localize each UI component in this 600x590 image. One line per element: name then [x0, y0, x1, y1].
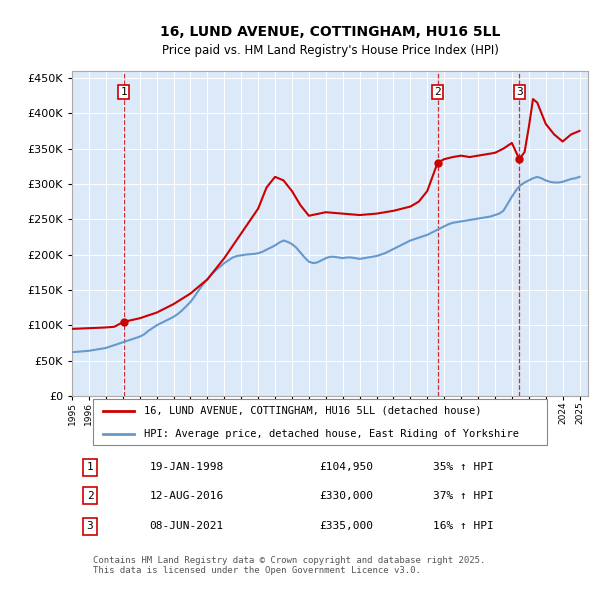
Text: 12-AUG-2016: 12-AUG-2016 — [149, 491, 224, 501]
Text: 19-JAN-1998: 19-JAN-1998 — [149, 462, 224, 472]
Text: 2: 2 — [434, 87, 441, 97]
Text: 08-JUN-2021: 08-JUN-2021 — [149, 522, 224, 532]
Text: 37% ↑ HPI: 37% ↑ HPI — [433, 491, 494, 501]
Text: HPI: Average price, detached house, East Riding of Yorkshire: HPI: Average price, detached house, East… — [144, 428, 519, 438]
FancyBboxPatch shape — [92, 399, 547, 445]
Text: 16% ↑ HPI: 16% ↑ HPI — [433, 522, 494, 532]
Text: Contains HM Land Registry data © Crown copyright and database right 2025.
This d: Contains HM Land Registry data © Crown c… — [92, 556, 485, 575]
Text: 3: 3 — [516, 87, 523, 97]
Text: 2: 2 — [86, 491, 94, 501]
Text: 1: 1 — [86, 462, 94, 472]
Text: £330,000: £330,000 — [320, 491, 374, 501]
Text: 3: 3 — [86, 522, 94, 532]
Text: Price paid vs. HM Land Registry's House Price Index (HPI): Price paid vs. HM Land Registry's House … — [161, 44, 499, 57]
Text: 16, LUND AVENUE, COTTINGHAM, HU16 5LL: 16, LUND AVENUE, COTTINGHAM, HU16 5LL — [160, 25, 500, 40]
Text: 16, LUND AVENUE, COTTINGHAM, HU16 5LL (detached house): 16, LUND AVENUE, COTTINGHAM, HU16 5LL (d… — [144, 406, 482, 415]
Text: 1: 1 — [120, 87, 127, 97]
Text: £104,950: £104,950 — [320, 462, 374, 472]
Text: £335,000: £335,000 — [320, 522, 374, 532]
Text: 35% ↑ HPI: 35% ↑ HPI — [433, 462, 494, 472]
